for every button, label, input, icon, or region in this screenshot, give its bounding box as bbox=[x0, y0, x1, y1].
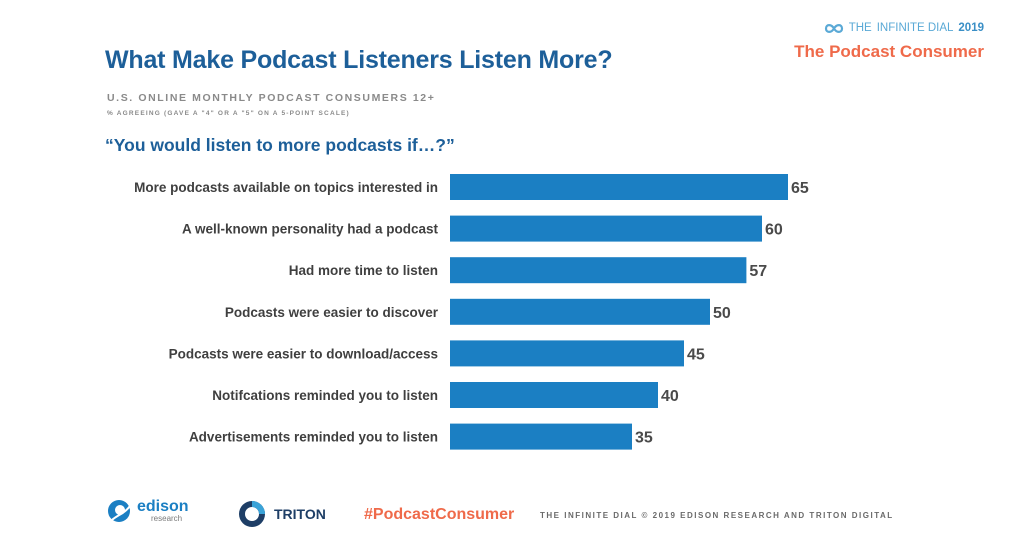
edison-name: edison bbox=[137, 498, 189, 515]
bar bbox=[450, 298, 710, 325]
brand-subtitle: The Podcast Consumer bbox=[794, 42, 984, 61]
infinite-dial-brand: THE INFINITE DIAL 2019 The Podcast Consu… bbox=[794, 22, 984, 62]
bar bbox=[450, 174, 788, 200]
category-label: Advertisements reminded you to listen bbox=[189, 430, 438, 445]
bar bbox=[450, 382, 658, 408]
triton-name: TRITON bbox=[274, 506, 326, 522]
hashtag: #PodcastConsumer bbox=[364, 506, 515, 523]
category-label: Had more time to listen bbox=[289, 263, 438, 278]
brand-line: THE INFINITE DIAL 2019 bbox=[794, 22, 984, 34]
triton-logo: TRITON bbox=[236, 499, 326, 529]
category-label: Podcasts were easier to download/access bbox=[169, 346, 438, 361]
brand-name: INFINITE DIAL bbox=[876, 22, 954, 34]
edison-logo: edison research bbox=[105, 495, 189, 527]
chart-subtitle: U.S. ONLINE MONTHLY PODCAST CONSUMERS 12… bbox=[107, 92, 436, 104]
data-label: 35 bbox=[635, 430, 653, 447]
page-title: What Make Podcast Listeners Listen More? bbox=[105, 46, 613, 74]
category-label: Notifcations reminded you to listen bbox=[212, 388, 438, 403]
bar bbox=[450, 423, 632, 450]
data-label: 40 bbox=[661, 388, 679, 405]
data-label: 65 bbox=[791, 180, 809, 197]
data-label: 50 bbox=[713, 305, 731, 322]
category-label: More podcasts available on topics intere… bbox=[134, 180, 438, 195]
data-label: 60 bbox=[765, 222, 783, 239]
survey-question: “You would listen to more podcasts if…?” bbox=[105, 135, 455, 155]
footer: edison research TRITON #PodcastConsumer … bbox=[0, 495, 1024, 535]
category-label: Podcasts were easier to discover bbox=[225, 305, 439, 320]
category-label: A well-known personality had a podcast bbox=[182, 222, 439, 237]
edison-sub: research bbox=[151, 514, 183, 523]
bar bbox=[450, 215, 762, 242]
edison-swirl-icon bbox=[108, 500, 133, 524]
copyright-credit: THE INFINITE DIAL © 2019 EDISON RESEARCH… bbox=[540, 511, 894, 520]
data-label: 57 bbox=[749, 263, 767, 280]
scale-note: % AGREEING (GAVE A "4" OR A "5" ON A 5-P… bbox=[107, 110, 350, 117]
brand-prefix: THE bbox=[848, 22, 872, 34]
infinity-icon bbox=[824, 23, 843, 33]
triton-mark-icon bbox=[239, 501, 265, 527]
bar bbox=[450, 340, 684, 367]
brand-year: 2019 bbox=[958, 22, 984, 34]
data-label: 45 bbox=[687, 346, 705, 363]
bar bbox=[450, 257, 747, 284]
